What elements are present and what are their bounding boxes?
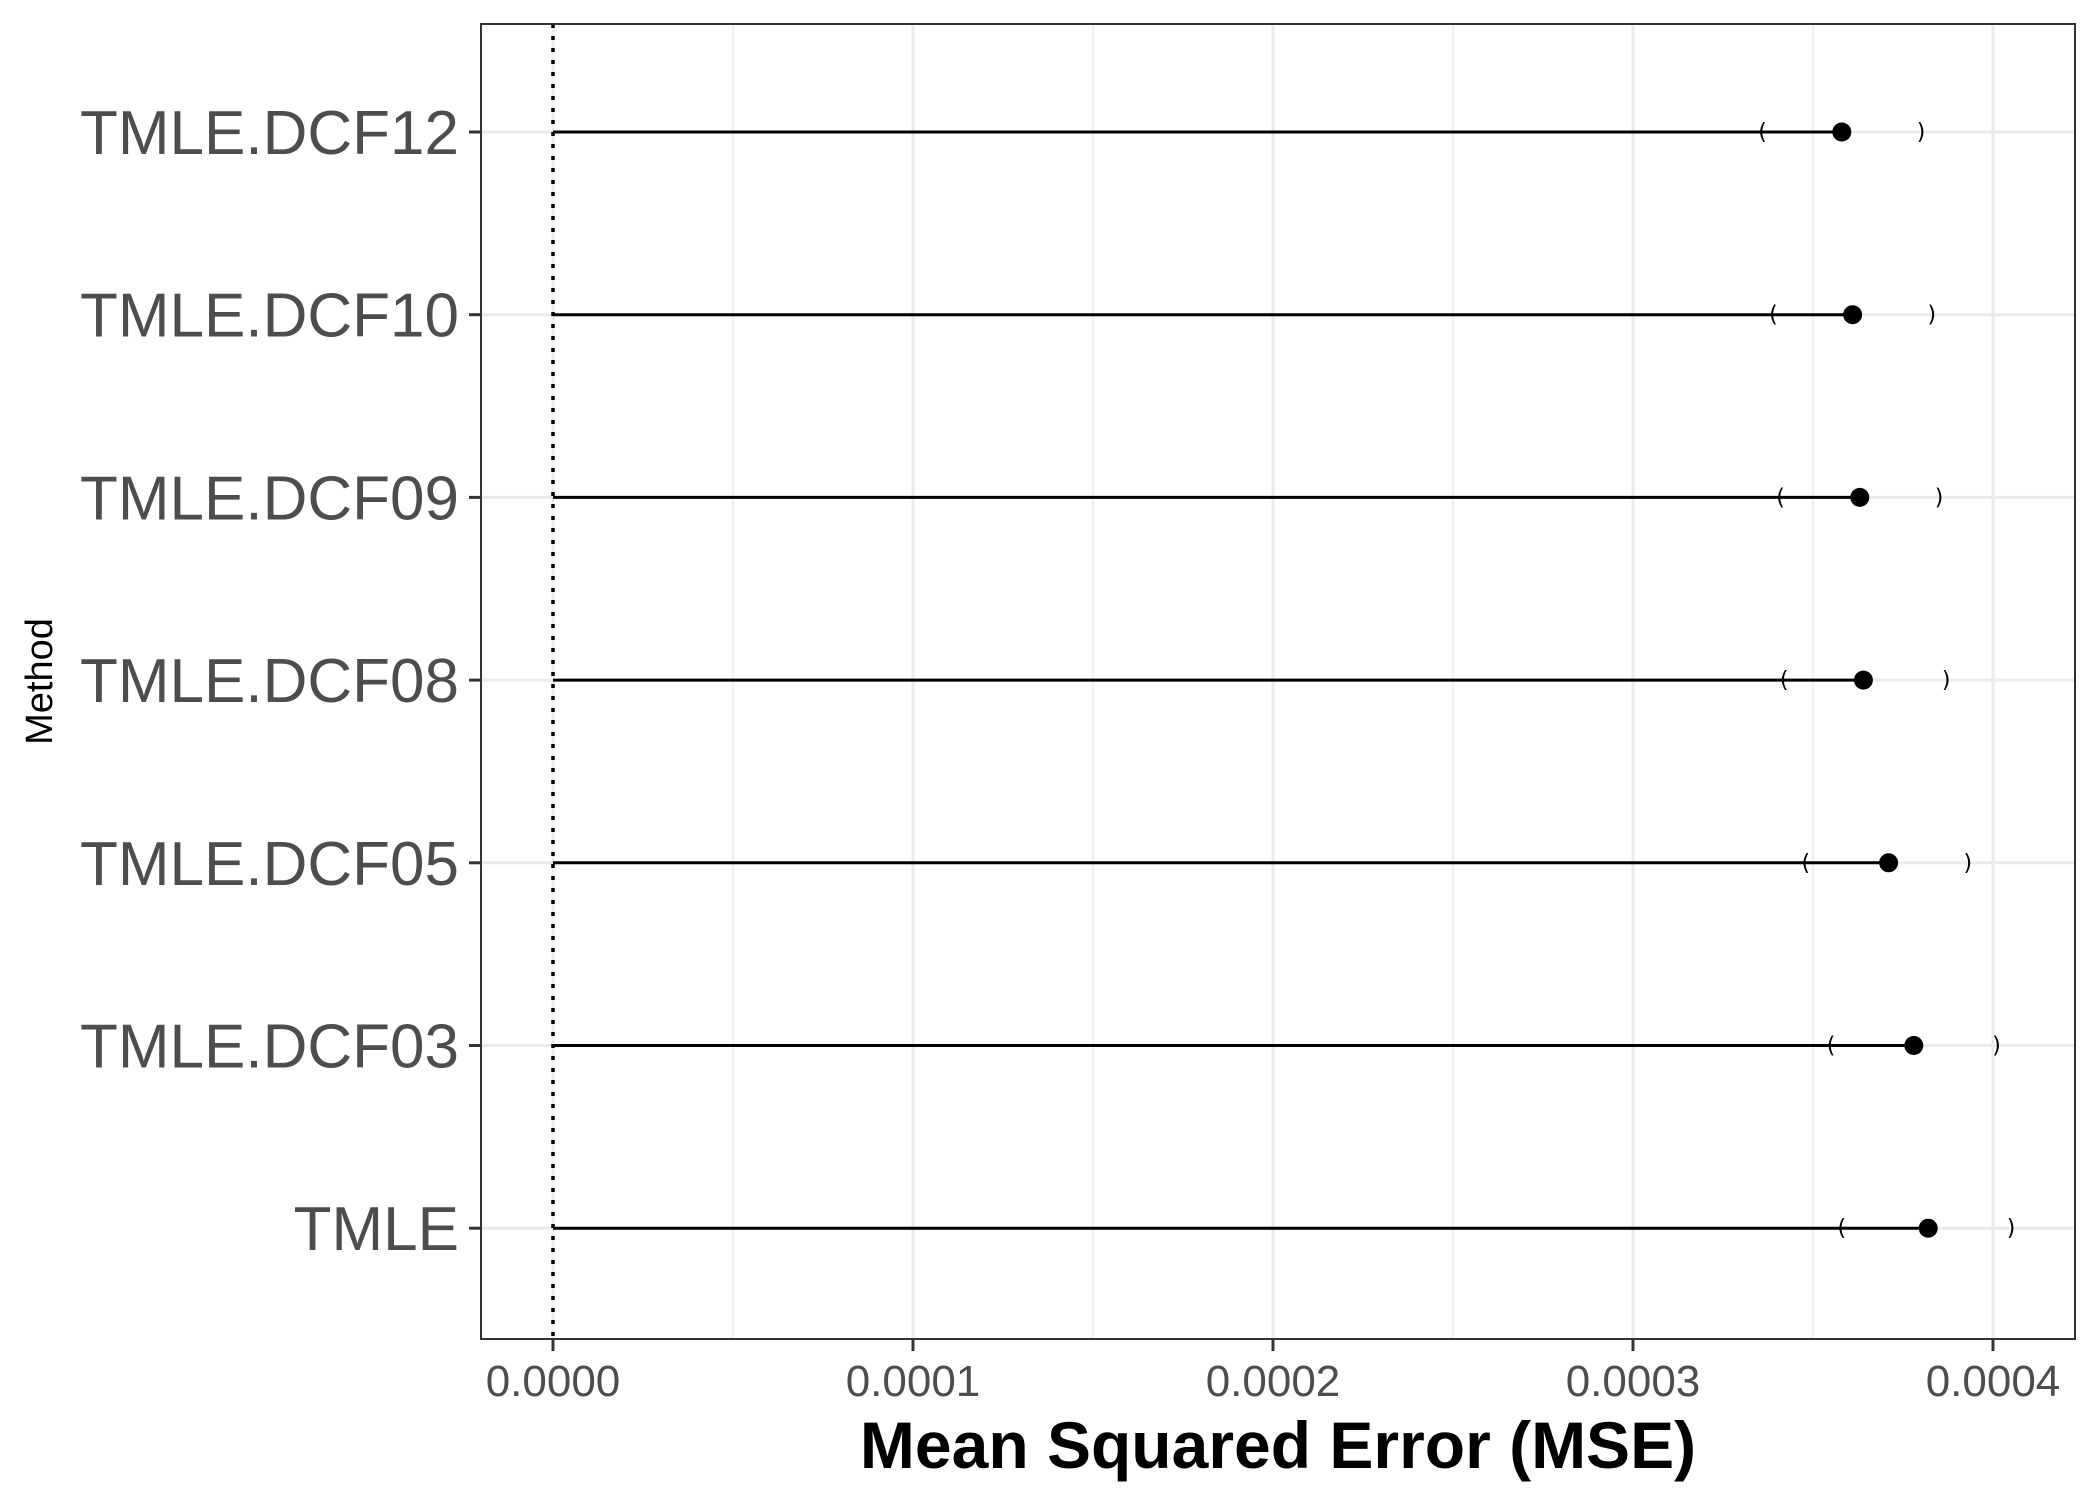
- y-tick-label: TMLE.DCF05: [80, 830, 459, 899]
- ci-upper-marker: ): [2007, 1216, 2016, 1241]
- y-tick-label: TMLE: [294, 1195, 459, 1264]
- ci-upper-marker: ): [1935, 485, 1944, 510]
- ci-lower-marker: (: [1802, 851, 1811, 876]
- y-tick-label: TMLE.DCF03: [80, 1013, 459, 1082]
- ci-upper-marker: ): [1992, 1034, 2001, 1059]
- y-tick-label: TMLE.DCF08: [80, 647, 459, 716]
- series-layer: () () () () () () (): [553, 120, 2015, 1241]
- x-tick-label: 0.0002: [1206, 1357, 1341, 1406]
- ci-upper-marker: ): [1964, 851, 1973, 876]
- y-tick-label: TMLE.DCF09: [80, 464, 459, 533]
- x-tick-label: 0.0004: [1926, 1357, 2061, 1406]
- data-point: [1879, 853, 1899, 873]
- data-point: [1918, 1218, 1938, 1238]
- ci-lower-marker: (: [1769, 303, 1778, 328]
- data-point: [1832, 122, 1852, 142]
- ci-lower-marker: (: [1758, 120, 1767, 145]
- ci-lower-marker: (: [1838, 1216, 1847, 1241]
- ci-lower-marker: (: [1776, 485, 1785, 510]
- x-tick-label: 0.0001: [846, 1357, 981, 1406]
- x-tick-label: 0.0003: [1566, 1357, 1701, 1406]
- data-point: [1853, 670, 1873, 690]
- ci-lower-marker: (: [1780, 668, 1789, 693]
- data-point: [1843, 305, 1863, 325]
- ci-upper-marker: ): [1917, 120, 1926, 145]
- y-tick-label: TMLE.DCF12: [80, 99, 459, 168]
- data-point: [1904, 1036, 1924, 1055]
- ci-lower-marker: (: [1827, 1034, 1836, 1059]
- ci-upper-marker: ): [1942, 668, 1951, 693]
- x-axis-title: Mean Squared Error (MSE): [860, 1408, 1696, 1482]
- x-tick-label: 0.0000: [486, 1357, 621, 1406]
- y-axis: TMLE.DCF12 TMLE.DCF10 TMLE.DCF09 TMLE.DCF08…: [80, 99, 481, 1264]
- ci-upper-marker: ): [1928, 303, 1937, 328]
- y-axis-title: Method: [19, 618, 61, 745]
- y-tick-label: TMLE.DCF10: [80, 282, 459, 351]
- x-axis: 0.0000 0.0001 0.0002 0.0003 0.0004: [486, 1339, 2061, 1406]
- data-point: [1850, 487, 1870, 507]
